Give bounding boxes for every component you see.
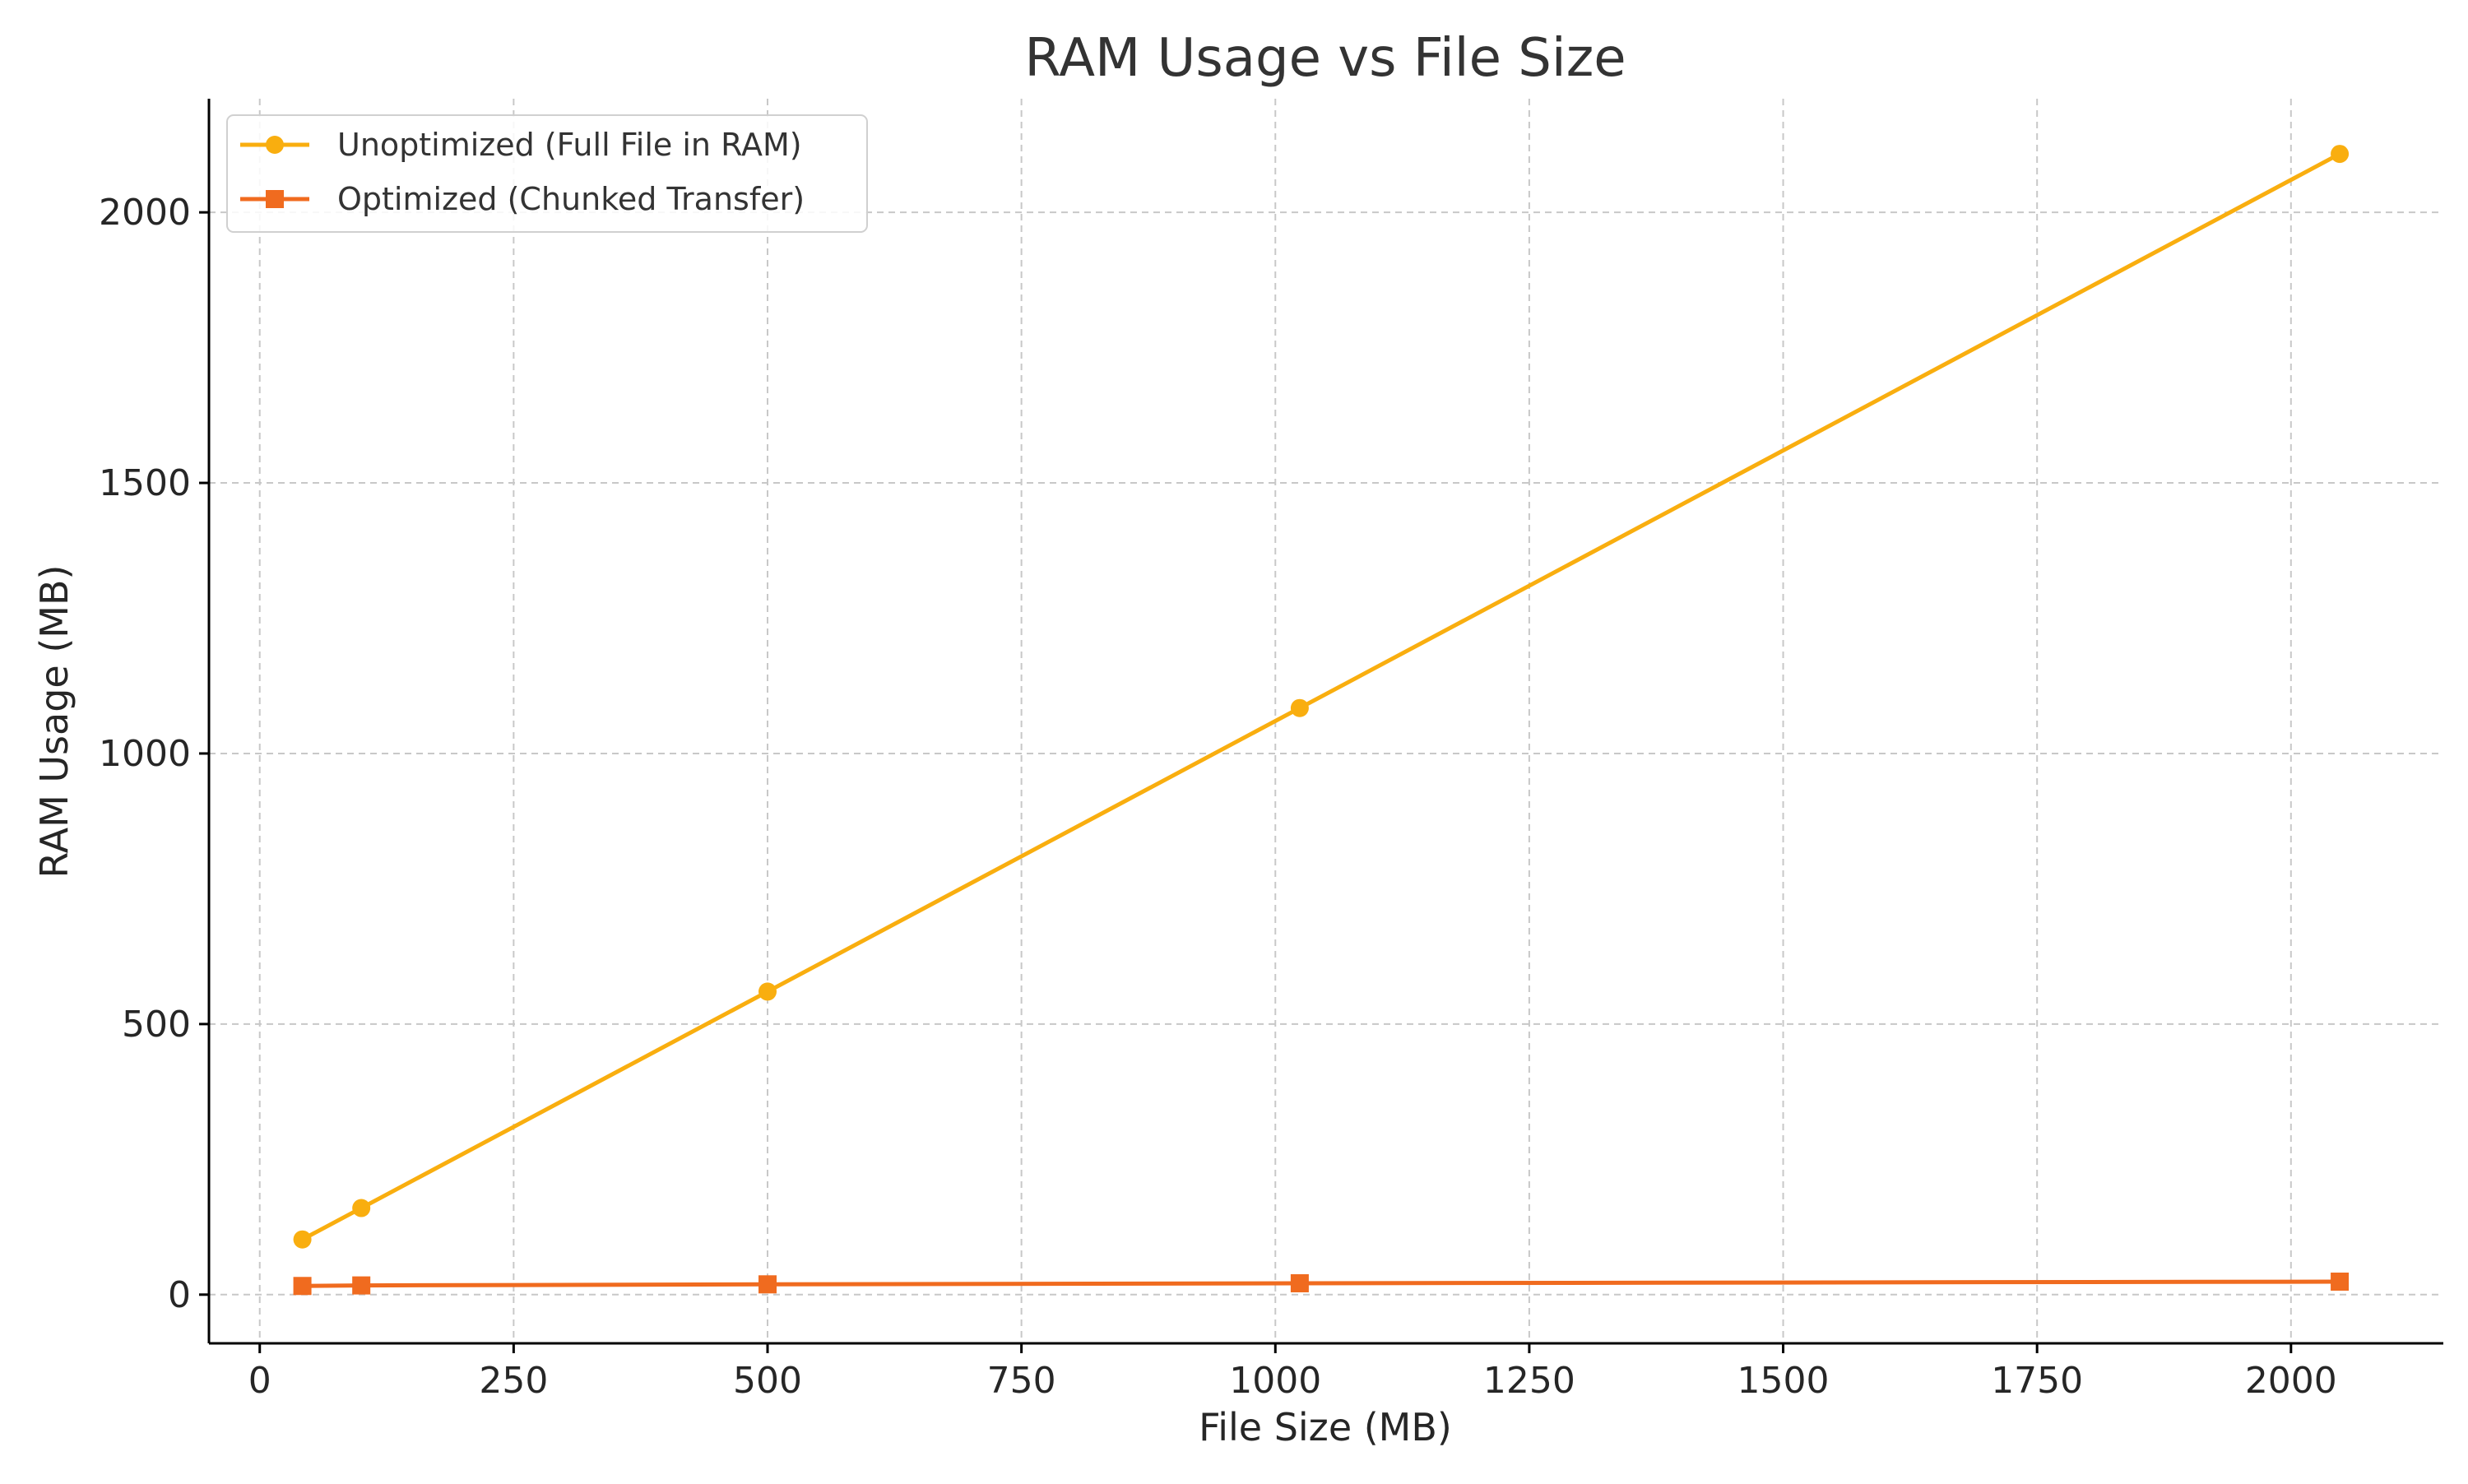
- grid: [209, 99, 2443, 1343]
- series-2: [293, 1273, 2350, 1296]
- x-tick-label: 0: [248, 1360, 271, 1402]
- axes: 0 250 500 750 1000 1250 1500 1750 2000 0 500 1000 15…: [99, 99, 2443, 1402]
- y-tick-label: 1500: [99, 462, 191, 504]
- data-point: [352, 1199, 371, 1217]
- legend-label: Unoptimized (Full File in RAM): [337, 127, 802, 163]
- x-tick-label: 2000: [2245, 1360, 2337, 1402]
- legend-item: Unoptimized (Full File in RAM): [240, 127, 802, 163]
- x-tick-label: 1250: [1483, 1360, 1575, 1402]
- series-line: [302, 1279, 2340, 1288]
- y-tick-label: 2000: [99, 192, 191, 234]
- series-1: [293, 145, 2350, 1249]
- data-point: [352, 1276, 371, 1295]
- x-tick-label: 500: [733, 1360, 802, 1402]
- legend-marker: [266, 136, 284, 154]
- y-tick-label: 500: [122, 1004, 191, 1046]
- data-point: [1290, 698, 1309, 717]
- legend-box: [226, 114, 868, 233]
- legend-marker: [266, 190, 284, 208]
- y-axis-label: RAM Usage (MB): [32, 565, 77, 879]
- legend-label: Optimized (Chunked Transfer): [337, 181, 805, 217]
- series-line: [301, 151, 2341, 1241]
- x-tick-label: 1000: [1229, 1360, 1321, 1402]
- x-tick-label: 1750: [1991, 1360, 2083, 1402]
- data-point: [2331, 145, 2350, 164]
- legend-item: Optimized (Chunked Transfer): [240, 181, 805, 217]
- x-tick-label: 250: [479, 1360, 548, 1402]
- x-tick-label: 750: [987, 1360, 1056, 1402]
- y-tick-label: 0: [168, 1274, 191, 1316]
- y-tick-label: 1000: [99, 733, 191, 775]
- data-point: [758, 1275, 777, 1294]
- x-tick-label: 1500: [1737, 1360, 1830, 1402]
- data-point: [293, 1277, 312, 1296]
- series-layer: [293, 145, 2350, 1296]
- data-point: [758, 982, 777, 1001]
- chart-title: RAM Usage vs File Size: [1024, 28, 1626, 89]
- data-point: [2331, 1273, 2350, 1292]
- data-point: [293, 1230, 312, 1249]
- x-axis-label: File Size (MB): [1199, 1405, 1452, 1449]
- legend[interactable]: Unoptimized (Full File in RAM) Optimized …: [226, 114, 868, 233]
- data-point: [1290, 1273, 1309, 1292]
